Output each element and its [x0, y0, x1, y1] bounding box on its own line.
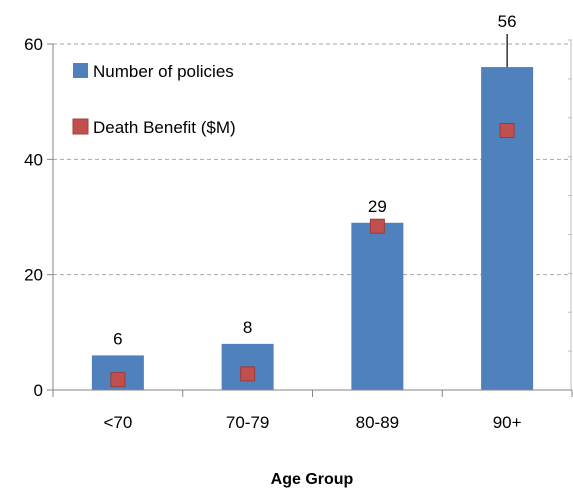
data-label: 29: [368, 197, 387, 216]
x-tick-label: 90+: [493, 413, 522, 432]
marker: [500, 124, 514, 138]
bars: [92, 67, 533, 390]
bar: [481, 67, 533, 390]
legend-swatch-death-benefit: [73, 119, 88, 134]
y-tick-label: 40: [24, 150, 43, 169]
marker: [241, 367, 255, 381]
x-tick-label: 70-79: [226, 413, 269, 432]
y-tick-label: 0: [34, 381, 43, 400]
legend-label-number-of-policies: Number of policies: [93, 62, 234, 81]
x-tick-label: 80-89: [356, 413, 399, 432]
marker: [111, 373, 125, 387]
markers: [111, 124, 514, 387]
data-label: 8: [243, 318, 252, 337]
y-tick-label: 60: [24, 35, 43, 54]
data-label: 6: [113, 329, 122, 348]
x-tick-label: <70: [103, 413, 132, 432]
legend: Number of policies Death Benefit ($M): [73, 62, 236, 137]
legend-label-death-benefit: Death Benefit ($M): [93, 118, 236, 137]
legend-swatch-number-of-policies: [73, 63, 88, 78]
bar: [351, 223, 403, 390]
data-label: 56: [498, 12, 517, 31]
x-axis-title: Age Group: [271, 471, 354, 488]
marker: [370, 219, 384, 233]
y-tick-label: 20: [24, 266, 43, 285]
